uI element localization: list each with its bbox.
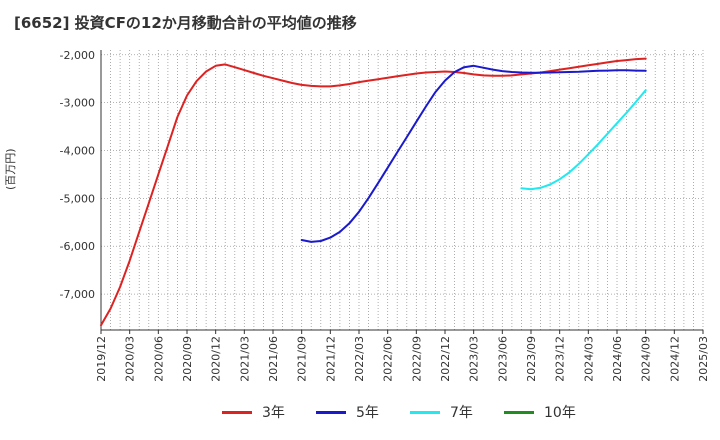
x-tick-label: 2024/09 xyxy=(640,336,653,382)
x-tick-label: 2020/06 xyxy=(152,336,165,382)
legend-swatch-5y xyxy=(316,410,346,414)
legend: 3年 5年 7年 10年 xyxy=(0,402,720,426)
x-tick-label: 2021/09 xyxy=(296,336,309,382)
legend-item-10y: 10年 xyxy=(504,402,576,422)
tick-layer: -2,000 -3,000 -4,000 -5,000 -6,000 -7,000 2019… xyxy=(60,49,710,382)
x-tick-label: 2019/12 xyxy=(95,336,108,382)
legend-swatch-7y xyxy=(410,410,440,414)
x-tick-label: 2021/03 xyxy=(238,336,251,382)
series-layer xyxy=(100,57,647,327)
x-tick-label: 2024/12 xyxy=(668,336,681,382)
y-tick-label: -3,000 xyxy=(60,97,95,110)
x-tick-label: 2020/12 xyxy=(210,336,223,382)
legend-label-3y: 3年 xyxy=(262,405,285,421)
y-tick-label: -5,000 xyxy=(60,192,95,205)
legend-label-7y: 7年 xyxy=(450,405,473,421)
x-tick-label: 2024/06 xyxy=(611,336,624,382)
y-tick-label: -2,000 xyxy=(60,49,95,62)
y-tick-label: -4,000 xyxy=(60,145,95,158)
series-line-1 xyxy=(300,64,647,243)
grid-layer xyxy=(100,50,704,330)
series-line-0 xyxy=(100,57,647,327)
x-tick-label: 2024/03 xyxy=(582,336,595,382)
y-tick-label: -7,000 xyxy=(60,288,95,301)
chart-canvas: -2,000 -3,000 -4,000 -5,000 -6,000 -7,000 2019… xyxy=(60,49,710,382)
y-tick-label: -6,000 xyxy=(60,240,95,253)
x-tick-label: 2022/09 xyxy=(410,336,423,382)
x-tick-label: 2020/09 xyxy=(181,336,194,382)
legend-label-10y: 10年 xyxy=(544,405,576,421)
x-tick-label: 2023/06 xyxy=(496,336,509,382)
x-tick-label: 2022/06 xyxy=(382,336,395,382)
axis-layer xyxy=(100,50,704,334)
legend-swatch-10y xyxy=(504,410,534,414)
x-tick-label: 2021/12 xyxy=(324,336,337,382)
legend-item-3y: 3年 xyxy=(222,402,285,422)
series-line-2 xyxy=(520,89,647,191)
x-tick-label: 2023/03 xyxy=(468,336,481,382)
legend-label-5y: 5年 xyxy=(356,405,379,421)
x-tick-label: 2023/09 xyxy=(525,336,538,382)
plot-area xyxy=(101,50,703,330)
x-tick-label: 2021/06 xyxy=(267,336,280,382)
legend-item-5y: 5年 xyxy=(316,402,379,422)
legend-item-7y: 7年 xyxy=(410,402,473,422)
chart-title: [6652] 投資CFの12か月移動合計の平均値の推移 xyxy=(14,14,357,32)
x-tick-label: 2022/03 xyxy=(353,336,366,382)
legend-swatch-3y xyxy=(222,410,252,414)
x-tick-label: 2022/12 xyxy=(439,336,452,382)
x-tick-label: 2023/12 xyxy=(554,336,567,382)
x-tick-label: 2025/03 xyxy=(697,336,710,382)
x-tick-label: 2020/03 xyxy=(124,336,137,382)
